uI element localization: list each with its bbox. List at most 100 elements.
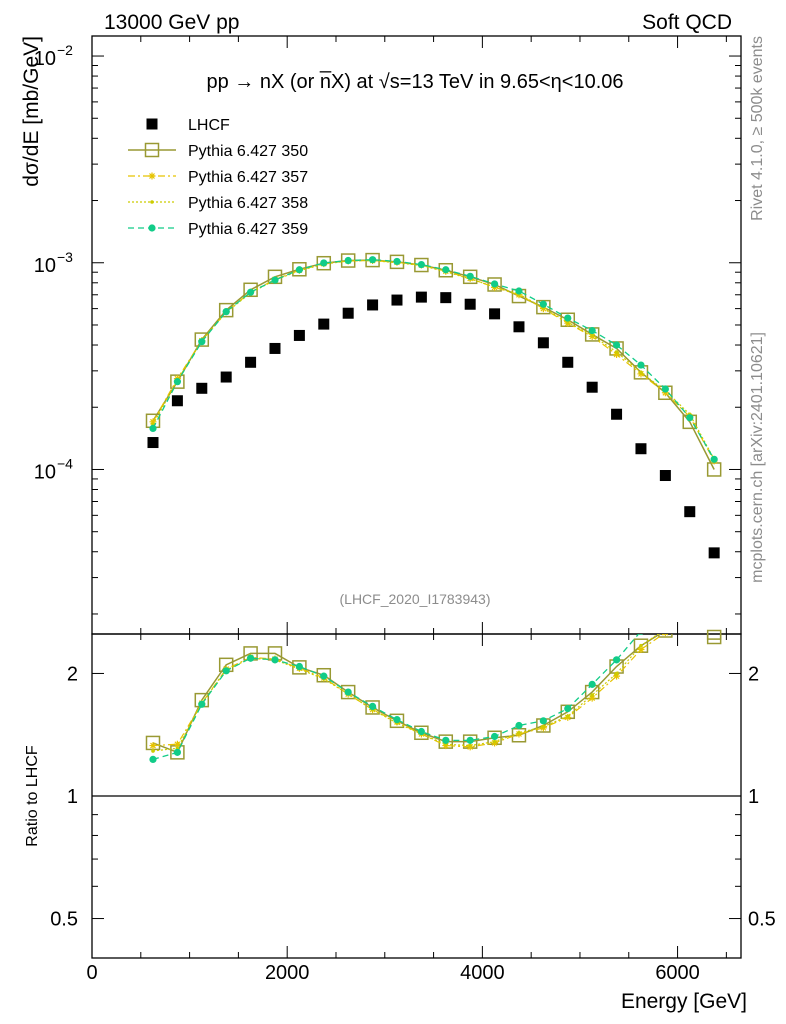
ratio-point	[686, 604, 693, 611]
ratio-tick-label-right: 1	[748, 786, 759, 808]
series-line	[152, 259, 715, 470]
ratio-tick-label: 0.5	[50, 909, 78, 931]
ratio-point	[686, 607, 693, 614]
series-point	[198, 338, 206, 346]
ratio-point	[151, 749, 155, 753]
ratio-point	[173, 740, 181, 748]
ratio-point	[683, 613, 696, 626]
legend-marker	[146, 118, 158, 130]
ratio-point	[468, 743, 472, 748]
ratio-point	[612, 656, 621, 664]
series-point	[149, 424, 157, 433]
series-curves	[145, 252, 722, 477]
legend: LHCF Pythia 6.427 350 Pythia 6.427 357 Pyth…	[128, 117, 308, 238]
legend-marker	[148, 172, 156, 180]
ratio-line	[152, 634, 640, 761]
data-point	[367, 299, 379, 311]
data-point	[342, 307, 354, 319]
ratio-point	[614, 671, 619, 676]
series-point	[686, 414, 694, 422]
legend-label: Pythia 6.427 350	[188, 143, 308, 160]
x-tick-label: 0	[86, 962, 97, 984]
ratio-point	[149, 742, 157, 750]
ratio-axis-label: Ratio to LHCF	[24, 745, 41, 847]
ratio-point	[711, 608, 718, 615]
legend-label: Pythia 6.427 358	[188, 195, 308, 212]
ratio-point	[662, 634, 669, 637]
series-point	[466, 272, 474, 280]
ratio-tick-label-right: 0.5	[748, 909, 776, 931]
ratio-point	[292, 660, 307, 675]
ratio-point	[173, 748, 181, 756]
ratio-point	[344, 688, 352, 696]
legend-marker	[150, 200, 154, 204]
data-point	[171, 395, 183, 407]
y-tick-labels: 10 −210 −310 −42 21 10.5 0.5	[34, 42, 776, 931]
series-point	[564, 314, 572, 322]
ratio-tick-label: 1	[67, 786, 78, 808]
data-point	[513, 321, 525, 333]
series-point	[295, 266, 303, 274]
ratio-point	[198, 700, 206, 708]
ratio-point	[712, 610, 716, 614]
ratio-point	[466, 736, 474, 744]
data-point	[245, 356, 257, 368]
series-point	[393, 257, 401, 266]
ratio-point	[638, 634, 644, 635]
data-point	[147, 437, 159, 449]
x-tick-label: 4000	[460, 962, 505, 984]
ratio-point	[492, 739, 497, 744]
ratio-point	[417, 727, 425, 736]
data-point	[318, 318, 330, 330]
ratio-line	[152, 634, 662, 754]
legend-label: Pythia 6.427 359	[188, 221, 308, 238]
series-point	[389, 254, 405, 270]
series-point	[316, 255, 332, 271]
ratio-point	[389, 713, 405, 729]
series-point	[246, 288, 255, 296]
ratio-point	[658, 634, 673, 638]
ratio-point	[393, 716, 401, 724]
ratio-point	[149, 755, 157, 763]
y-tick-label: 10	[34, 461, 56, 483]
chart-title: pp → nX (or n̅X) at √s=13 TeV in 9.65<η<…	[207, 70, 624, 93]
series-point	[490, 280, 499, 288]
series-point	[661, 389, 669, 397]
series-point	[612, 341, 621, 349]
data-point	[635, 443, 647, 455]
data-point	[537, 337, 549, 349]
series-line	[152, 259, 715, 460]
series-point	[194, 332, 210, 347]
x-axis-label: Energy [GeV]	[621, 990, 747, 1013]
axis-ticks: 0 2000 4000 6000	[86, 36, 741, 984]
series-point	[173, 378, 181, 386]
y-tick-label: 10	[34, 255, 56, 277]
series-point	[539, 300, 547, 308]
x-tick-label: 6000	[655, 962, 700, 984]
series-point	[661, 385, 669, 393]
ratio-point	[246, 654, 255, 662]
ratio-point	[368, 702, 377, 710]
data-point	[562, 356, 574, 368]
y-tick-exponent: −2	[57, 42, 73, 58]
series-point	[710, 455, 718, 463]
legend-label: LHCF	[188, 117, 230, 134]
series-point	[222, 308, 230, 316]
data-point	[489, 308, 501, 320]
y-axis-label: dσ/dE [mb/GeV]	[20, 36, 43, 187]
series-line	[152, 259, 715, 460]
ratio-point	[295, 662, 303, 671]
series-point	[614, 350, 619, 354]
ratio-point	[365, 700, 380, 715]
ratio-tick-label-right: 2	[748, 663, 759, 685]
data-point	[611, 408, 623, 420]
y-tick-exponent: −3	[57, 249, 73, 265]
y-tick-exponent: −4	[57, 455, 73, 471]
data-point	[269, 342, 281, 354]
series-point	[417, 260, 425, 269]
ratio-overflow-point	[706, 629, 722, 645]
x-tick-label: 2000	[265, 962, 310, 984]
series-point	[536, 299, 551, 315]
ratio-point	[588, 694, 596, 702]
header-right: Soft QCD	[642, 11, 732, 34]
